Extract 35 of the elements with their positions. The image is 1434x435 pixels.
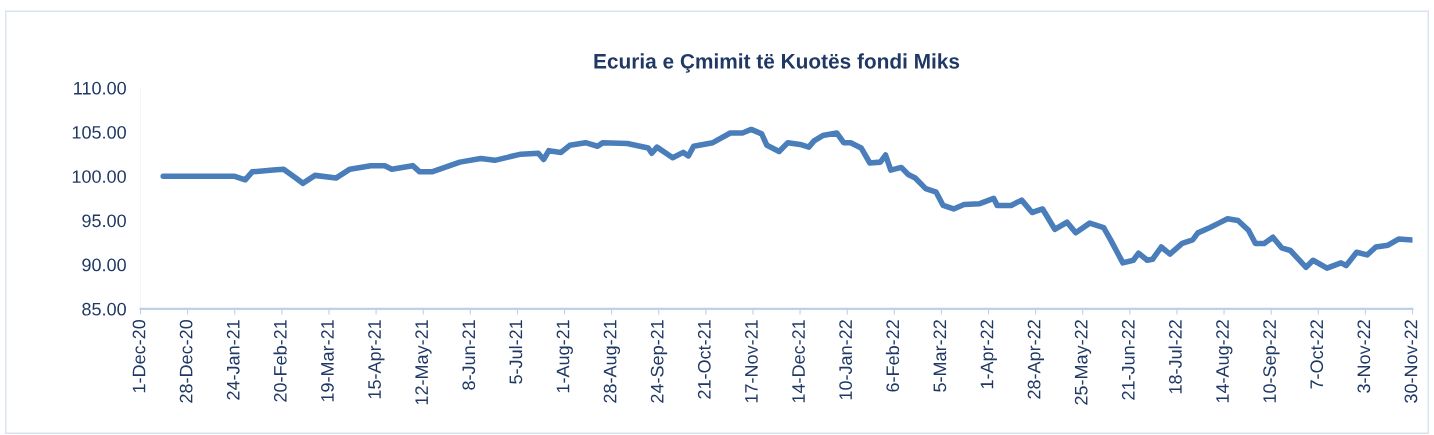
x-tick-label: 7-Oct-22	[1310, 320, 1324, 389]
x-tick-label: 12-May-21	[415, 320, 432, 405]
x-tick-label: 21-Oct-21	[697, 320, 711, 399]
chart-title: Ecuria e Çmimit të Kuotës fondi Miks	[594, 53, 960, 73]
x-tick-label: 28-Aug-21	[603, 320, 621, 403]
x-tick-label: 25-May-22	[1074, 320, 1092, 405]
x-tick-label: 5-Jul-21	[508, 320, 523, 384]
x-tick-label: 14-Aug-22	[1216, 320, 1233, 403]
x-tick-label: 1-Aug-21	[556, 320, 573, 393]
x-tick-label: 10-Sep-22	[1263, 320, 1280, 403]
x-tick-label: 20-Feb-21	[273, 320, 287, 402]
x-tick-label: 8-Jun-21	[462, 320, 476, 390]
x-tick-label: 15-Apr-21	[368, 320, 385, 399]
y-tick-label: 105.00	[72, 126, 126, 139]
x-tick-label: 10-Jan-22	[839, 320, 853, 400]
x-tick-label: 5-Mar-22	[933, 320, 947, 392]
y-tick-label: 100.00	[72, 170, 126, 183]
y-tick-label: 95.00	[82, 214, 126, 228]
x-tick-label: 28-Apr-22	[1027, 320, 1045, 399]
x-tick-label: 24-Jan-21	[226, 320, 240, 400]
x-tick-label: 17-Nov-21	[745, 320, 758, 403]
x-tick-label: 3-Nov-22	[1357, 320, 1371, 393]
x-tick-label: 21-Jun-22	[1121, 320, 1135, 400]
x-tick-label: 14-Dec-21	[792, 320, 805, 403]
x-tick-label: 6-Feb-22	[885, 320, 900, 392]
y-tick-label: 85.00	[82, 302, 126, 316]
x-tick-label: 28-Dec-20	[179, 319, 193, 403]
y-tick-label: 110.00	[74, 81, 126, 95]
x-tick-label: 19-Mar-21	[321, 320, 334, 402]
x-tick-label: 1-Apr-22	[980, 320, 997, 389]
x-tick-label: 18-Jul-22	[1168, 320, 1182, 394]
x-tick-label: 1-Dec-20	[132, 319, 146, 393]
y-tick-label: 90.00	[82, 258, 126, 272]
x-tick-label: 24-Sep-21	[650, 320, 668, 403]
x-tick-label: 30-Nov-22	[1404, 320, 1418, 403]
